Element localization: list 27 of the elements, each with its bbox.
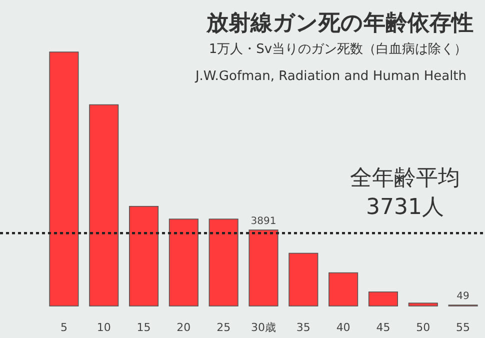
x-tick-label: 45 bbox=[376, 321, 390, 334]
x-tick-label: 25 bbox=[216, 321, 231, 334]
chart-title: 放射線ガン死の年齢依存性 bbox=[206, 11, 474, 36]
bar bbox=[208, 218, 238, 306]
data-label: 49 bbox=[456, 291, 470, 302]
x-tick-label: 30歳 bbox=[251, 321, 276, 334]
bar bbox=[368, 292, 398, 306]
bar bbox=[129, 206, 159, 306]
bar bbox=[89, 104, 119, 306]
data-label: 3891 bbox=[250, 216, 276, 227]
bar bbox=[248, 230, 278, 306]
chart-subtitle: 1万人・Sv当りのガン死数（白血病は除く） bbox=[208, 42, 468, 57]
bar bbox=[168, 218, 198, 306]
x-tick-label: 5 bbox=[60, 321, 68, 334]
bar bbox=[408, 302, 438, 306]
x-tick-label: 50 bbox=[416, 321, 430, 334]
ref-line-label: 全年齢平均 3731人 bbox=[350, 166, 460, 220]
annotation: J.W.Gofman, Radiation and Human Health bbox=[194, 69, 467, 84]
x-tick-label: 35 bbox=[296, 321, 310, 334]
bar bbox=[288, 252, 318, 306]
bar bbox=[49, 52, 79, 306]
x-tick-label: 40 bbox=[336, 321, 350, 334]
x-tick-label: 20 bbox=[176, 321, 191, 334]
x-tick-label: 55 bbox=[456, 321, 470, 334]
x-tick-label: 15 bbox=[136, 321, 151, 334]
x-tick-label: 10 bbox=[96, 321, 111, 334]
bar bbox=[328, 272, 358, 306]
